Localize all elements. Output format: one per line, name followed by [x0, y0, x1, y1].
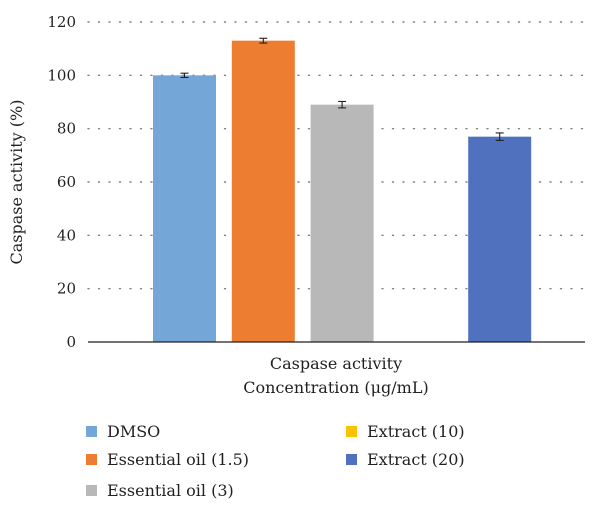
y-tick-label: 60 — [57, 173, 76, 191]
legend-item: Essential oil (3) — [86, 481, 234, 500]
y-axis-ticks: 0 20 40 60 80 100 120 — [47, 13, 76, 351]
legend-item: Extract (20) — [346, 450, 465, 469]
error-bar — [259, 37, 268, 44]
error-bars — [180, 37, 504, 141]
legend-label: Essential oil (3) — [107, 481, 234, 500]
legend-label: Extract (20) — [367, 450, 465, 469]
legend-item: Extract (10) — [346, 422, 465, 441]
error-bar — [180, 72, 189, 79]
y-tick-label: 40 — [57, 226, 76, 244]
x-axis-title: Concentration (μg/mL) — [243, 378, 428, 397]
y-tick-label: 80 — [57, 120, 76, 138]
y-tick-label: 100 — [47, 66, 76, 84]
bar-essential-oil-3 — [310, 104, 374, 343]
error-bar — [495, 132, 504, 141]
legend-label: DMSO — [107, 422, 160, 441]
legend-swatch — [86, 485, 97, 496]
bar-dmso — [153, 75, 216, 342]
legend-swatch — [86, 454, 97, 465]
y-tick-label: 120 — [47, 13, 76, 31]
legend-swatch — [346, 454, 357, 465]
y-tick-label: 20 — [57, 280, 76, 298]
legend-item: Essential oil (1.5) — [86, 450, 249, 469]
legend-swatch — [346, 426, 357, 437]
y-tick-label: 0 — [66, 333, 76, 351]
y-axis-title: Caspase activity (%) — [7, 100, 26, 265]
category-label: Caspase activity — [270, 354, 402, 373]
error-bar — [338, 100, 347, 109]
bars — [153, 40, 532, 343]
legend: DMSO Extract (10) Essential oil (1.5) Extra… — [86, 422, 465, 500]
legend-label: Essential oil (1.5) — [107, 450, 249, 469]
legend-label: Extract (10) — [367, 422, 465, 441]
legend-swatch — [86, 426, 97, 437]
bar-essential-oil-1-5 — [231, 40, 295, 343]
bar-extract-20 — [468, 136, 532, 342]
legend-item: DMSO — [86, 422, 160, 441]
